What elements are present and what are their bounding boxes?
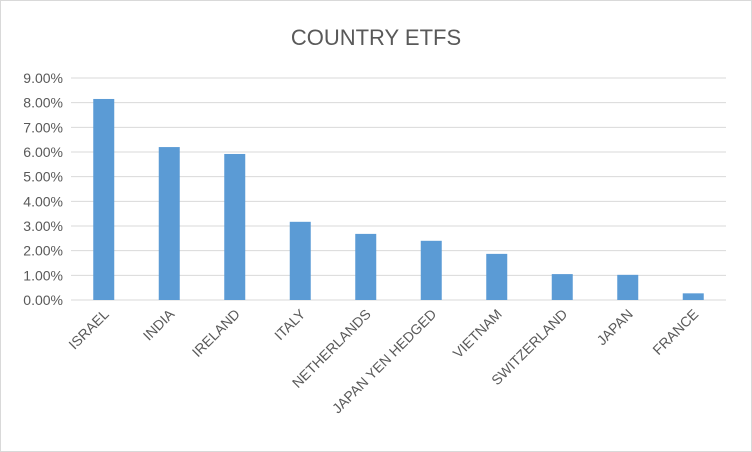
category-label: ITALY [271,305,309,343]
x-axis-category-labels: ISRAEL INDIA IRELAND ITALYNETHERLANDSJAPAN … [65,305,701,416]
bar-japan-yen-hedged [420,240,442,300]
bar-italy [289,221,311,300]
bar-netherlands [355,233,377,300]
bar-vietnam [486,253,508,300]
category-label: VIETNAM [450,306,505,361]
y-tick-label: 4.00% [23,193,63,209]
y-axis-tick-labels: 0.00% 1.00% 2.00% 3.00% 4.00% 5.00% 6.00% 7.00%… [23,70,63,308]
y-tick-label: 7.00% [23,119,63,135]
y-tick-label: 8.00% [23,95,63,111]
y-tick-label: 9.00% [23,70,63,86]
chart-title: COUNTRY ETFS [291,25,461,50]
y-tick-label: 0.00% [23,292,63,308]
category-label: FRANCE [649,306,701,358]
y-tick-label: 2.00% [23,243,63,259]
category-label: INDIA [140,305,178,343]
y-tick-label: 1.00% [23,267,63,283]
category-label: JAPAN [593,306,635,348]
bar-israel [93,98,115,300]
category-label: IRELAND [189,306,243,360]
y-tick-label: 6.00% [23,144,63,160]
bars [93,98,704,300]
gridlines [71,77,726,301]
bar-india [158,147,180,300]
bar-ireland [224,153,246,300]
bar-france [682,293,704,300]
bar-switzerland [551,274,573,300]
y-tick-label: 5.00% [23,169,63,185]
y-tick-label: 3.00% [23,218,63,234]
bar-japan [617,274,639,300]
category-label: ISRAEL [65,306,112,353]
